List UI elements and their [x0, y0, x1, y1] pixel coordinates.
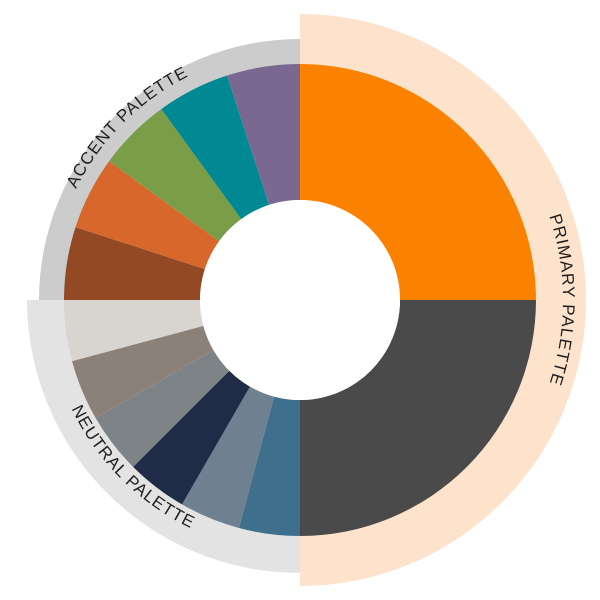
palette-swatches	[64, 64, 536, 536]
accent-palette-band	[39, 39, 300, 300]
palette-bands	[27, 14, 586, 586]
neutral-swatch-steel-blue	[238, 396, 300, 536]
neutral-swatch-gray	[95, 350, 230, 467]
neutral-swatch-slate-gray	[182, 386, 275, 528]
accent-swatch-burnt-orange	[75, 161, 220, 270]
primary-swatch-orange	[300, 64, 536, 300]
neutral-palette-band	[27, 300, 300, 573]
neutral-swatch-light-stone	[64, 300, 204, 362]
neutral-swatch-navy	[133, 370, 250, 505]
primary-palette-band	[300, 14, 586, 586]
accent-swatch-purple	[227, 64, 300, 205]
neutral-swatch-taupe	[72, 325, 214, 418]
center-hole	[200, 200, 400, 400]
accent-swatch-olive-green	[109, 109, 242, 242]
accent-swatch-rust	[64, 227, 205, 300]
accent-swatch-teal	[161, 75, 270, 220]
primary-swatch-charcoal	[300, 300, 536, 536]
